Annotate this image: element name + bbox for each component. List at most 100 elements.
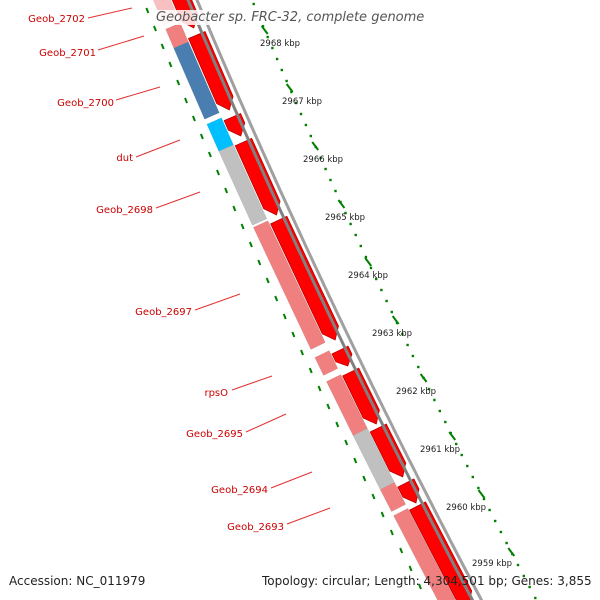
kbp-label: 2961 kbp <box>420 445 460 455</box>
ruler-tick <box>311 141 320 151</box>
ruler-dot <box>304 123 308 127</box>
gene-label-leader <box>194 293 241 311</box>
cds-track <box>171 0 473 600</box>
ruler-dot <box>411 354 415 358</box>
inner-ruler-dash <box>326 403 331 410</box>
gene-label-leader <box>115 86 161 101</box>
inner-ruler-dash <box>335 421 340 428</box>
inner-ruler-dash <box>300 349 304 356</box>
gene-label-leader <box>286 507 331 525</box>
kbp-label: 2960 kbp <box>446 503 486 513</box>
ruler-dot <box>406 343 409 347</box>
gene-label-leader <box>87 7 133 19</box>
inner-ruler-dash <box>399 547 404 554</box>
gene-label-leader <box>231 375 273 391</box>
gene-label-leader <box>270 471 313 489</box>
ruler-dot <box>528 585 531 589</box>
ruler-dot <box>433 398 436 402</box>
inner-ruler-dash <box>380 511 385 518</box>
inner-ruler-dash <box>224 187 229 194</box>
ruler-dot <box>385 299 388 303</box>
gene-feature-3 <box>173 41 220 120</box>
inner-ruler-dash <box>184 97 188 104</box>
ruler-dot <box>499 530 503 534</box>
gene-label-leader <box>97 35 145 51</box>
inner-ruler-dash <box>248 241 253 248</box>
ruler-dot <box>369 266 373 270</box>
ruler-dot <box>295 101 298 105</box>
ruler-dot <box>380 288 383 292</box>
gene-label-leader <box>155 191 201 209</box>
inner-gene-track <box>152 0 456 600</box>
inner-ruler-dash <box>308 367 313 374</box>
ruler-dot <box>401 332 404 336</box>
ruler-dot <box>290 90 293 94</box>
kbp-labels: 2968 kbp 2967 kbp 2966 kbp 2965 kbp 2964 kbp… <box>260 39 512 569</box>
inner-ruler-dash <box>362 475 367 482</box>
inner-ruler-dash <box>240 223 245 230</box>
ruler-dot <box>261 24 265 28</box>
gene-label: Geob_2693 <box>227 522 284 533</box>
ruler-dot <box>516 563 520 567</box>
gene-label: rpsO <box>204 388 228 399</box>
ruler-dot <box>309 134 312 138</box>
kbp-label: 2968 kbp <box>260 39 300 49</box>
gene-label: Geob_2702 <box>28 14 85 25</box>
inner-ruler-dash <box>353 457 358 464</box>
ruler-dot <box>354 233 357 237</box>
kbp-label: 2963 kbp <box>372 329 412 339</box>
inner-ruler-dash <box>145 7 150 14</box>
ruler-dot <box>334 189 337 193</box>
backbone-line-outer <box>195 0 484 600</box>
inner-ruler-dash <box>282 313 287 320</box>
inner-ruler-dash <box>207 151 212 158</box>
gene-feature-7 <box>314 350 339 376</box>
ruler-dot <box>299 112 303 116</box>
inner-ruler-dash <box>274 295 279 302</box>
ruler-dot <box>455 442 458 446</box>
ruler-tick <box>260 25 269 35</box>
inner-ruler-dash <box>232 205 237 212</box>
ruler-dot <box>417 365 420 369</box>
position-ruler <box>145 2 537 600</box>
ruler-dot <box>280 68 283 72</box>
inner-ruler-dash <box>317 385 322 392</box>
ruler-dot <box>349 222 352 226</box>
ruler-dot <box>460 453 463 457</box>
ruler-dot <box>390 310 393 314</box>
ruler-dot <box>271 46 274 50</box>
ruler-dot <box>375 277 378 281</box>
inner-ruler-dash <box>168 61 173 68</box>
inner-ruler-dash <box>257 259 262 266</box>
inner-ruler-dash <box>265 277 270 284</box>
gene-label-leader <box>245 413 287 433</box>
ruler-dot <box>266 35 269 39</box>
genome-backbone <box>186 0 484 600</box>
ruler-dot <box>359 244 362 248</box>
ruler-tick <box>337 199 346 209</box>
ruler-tick <box>477 489 486 499</box>
gene-label: Geob_2694 <box>211 485 268 496</box>
ruler-dot <box>505 541 508 545</box>
gene-label: Geob_2697 <box>135 307 192 318</box>
ruler-dot <box>471 475 474 479</box>
inner-ruler-dash <box>216 169 220 176</box>
label-leaders <box>87 7 331 525</box>
ruler-tick <box>448 431 457 441</box>
ruler-tick <box>419 373 428 383</box>
genome-summary-text: Topology: circular; Length: 4,304,501 bp… <box>262 574 592 588</box>
genome-title: Geobacter sp. FRC-32, complete genome <box>154 10 427 25</box>
inner-ruler-dash <box>192 115 196 122</box>
gene-feature-10 <box>379 481 407 513</box>
inner-ruler-dash <box>153 25 157 32</box>
kbp-label: 2966 kbp <box>303 155 343 165</box>
inner-ruler-dash <box>291 331 296 338</box>
gene-label: Geob_2698 <box>96 205 153 216</box>
ruler-dot <box>488 508 491 512</box>
kbp-label: 2964 kbp <box>348 271 388 281</box>
ruler-dot <box>466 464 469 468</box>
gene-feature-6 <box>252 220 326 350</box>
ruler-dot <box>438 409 441 413</box>
